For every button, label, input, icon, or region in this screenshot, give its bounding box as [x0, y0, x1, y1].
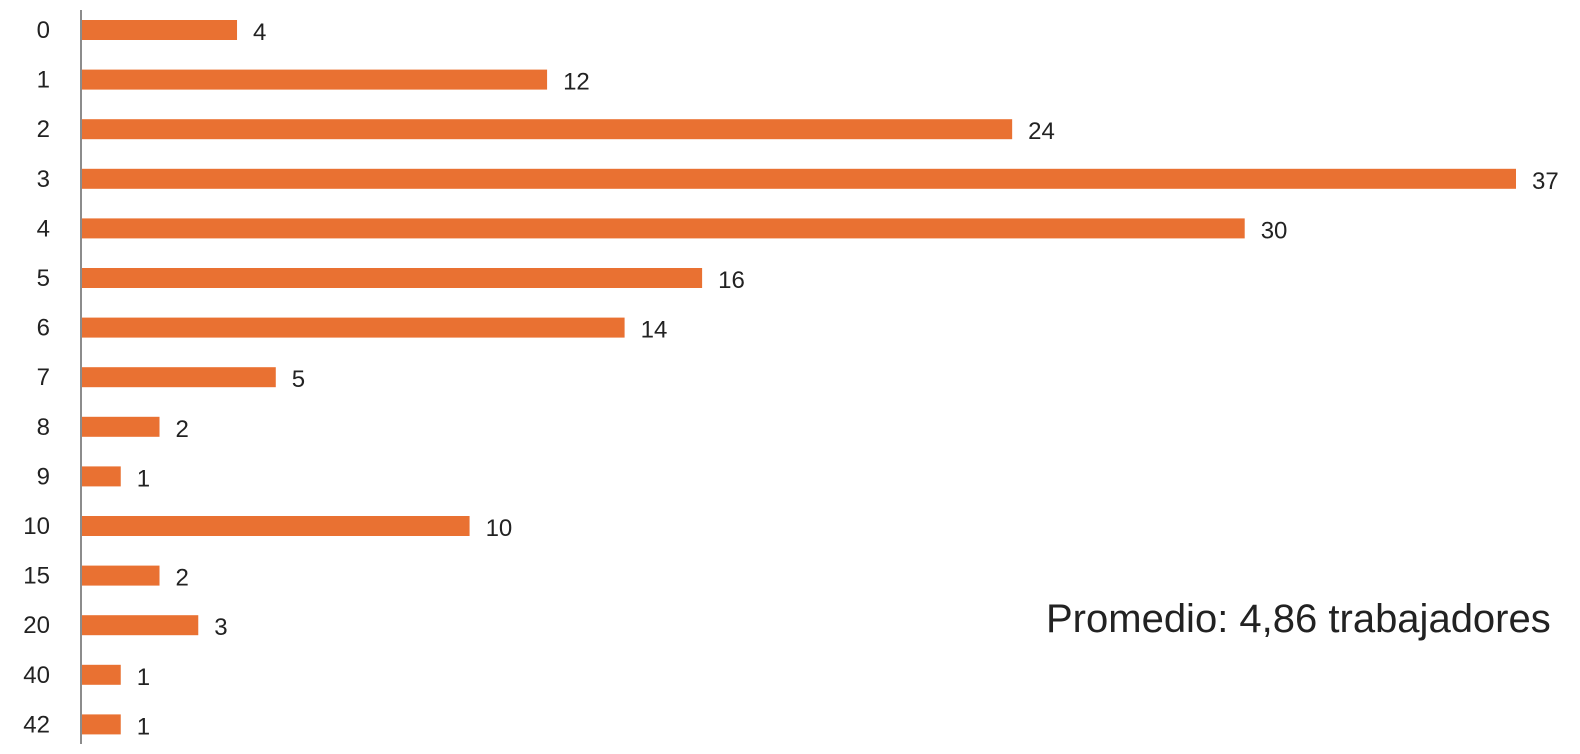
- value-label-2: 24: [1028, 118, 1055, 145]
- value-label-40: 1: [137, 664, 150, 691]
- value-label-6: 14: [641, 317, 668, 344]
- category-label-5: 5: [37, 265, 50, 292]
- value-label-9: 1: [137, 465, 150, 492]
- value-label-5: 16: [718, 267, 745, 294]
- category-label-42: 42: [23, 711, 50, 738]
- category-label-4: 4: [37, 215, 50, 242]
- category-label-2: 2: [37, 116, 50, 143]
- bar-5: [82, 268, 703, 288]
- bar-40: [82, 664, 121, 685]
- bar-9: [82, 466, 121, 487]
- bar-10: [82, 516, 470, 536]
- value-label-1: 12: [563, 69, 590, 96]
- category-label-15: 15: [23, 563, 50, 590]
- value-label-4: 30: [1261, 217, 1288, 244]
- value-label-7: 5: [292, 366, 305, 393]
- bar-8: [82, 416, 160, 437]
- value-label-20: 3: [214, 614, 227, 641]
- bar-42: [82, 714, 121, 735]
- category-label-40: 40: [23, 662, 50, 689]
- value-label-8: 2: [176, 416, 189, 443]
- bars-layer: [82, 20, 1516, 735]
- category-label-8: 8: [37, 414, 50, 441]
- bar-6: [82, 317, 625, 338]
- category-label-10: 10: [23, 513, 50, 540]
- bar-15: [82, 565, 160, 586]
- value-label-3: 37: [1532, 168, 1559, 195]
- labels-layer: 0 4 1 12 2 24 3 37 4 30 5 16 6 14 7 5 8 2 9 1 10 10 15 2 20 3 40 1 4…: [23, 17, 1558, 740]
- category-label-6: 6: [37, 315, 50, 342]
- bar-0: [82, 20, 238, 40]
- value-label-42: 1: [137, 713, 150, 740]
- value-label-15: 2: [176, 565, 189, 592]
- bar-7: [82, 367, 276, 388]
- category-label-9: 9: [37, 463, 50, 490]
- category-label-7: 7: [37, 364, 50, 391]
- bar-3: [82, 168, 1516, 189]
- bar-4: [82, 218, 1245, 239]
- bar-1: [82, 69, 548, 90]
- value-label-0: 4: [253, 19, 266, 46]
- category-label-20: 20: [23, 612, 50, 639]
- average-annotation: Promedio: 4,86 trabajadores: [1046, 597, 1551, 641]
- category-label-0: 0: [37, 17, 50, 44]
- category-label-3: 3: [37, 166, 50, 193]
- bar-20: [82, 615, 199, 636]
- category-label-1: 1: [37, 67, 50, 94]
- bar-2: [82, 119, 1013, 140]
- value-label-10: 10: [486, 515, 513, 542]
